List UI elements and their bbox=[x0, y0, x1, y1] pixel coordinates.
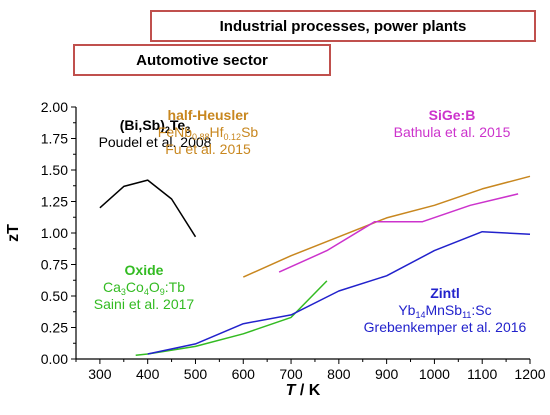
sige-title: SiGe:B bbox=[428, 107, 476, 123]
x-tick-label: 400 bbox=[136, 366, 160, 382]
zintl-title: Zintl bbox=[430, 285, 460, 301]
automotive-header-label: Automotive sector bbox=[136, 51, 268, 69]
y-tick-label: 1.25 bbox=[41, 194, 68, 210]
y-tick-label: 0.00 bbox=[41, 351, 68, 367]
oxide-source: Saini et al. 2017 bbox=[93, 296, 195, 312]
series-line-yb14mnsb11-sc bbox=[147, 230, 531, 355]
zintl-source: Grebenkemper et al. 2016 bbox=[363, 319, 527, 335]
zintl-formula: Yb14MnSb11:Sc bbox=[398, 302, 492, 320]
y-tick-label: 0.75 bbox=[41, 257, 68, 273]
annotation-bisbte: (Bi,Sb)2Te3 Poudel et al. 2008 bbox=[80, 117, 230, 151]
heusler-title: half-Heusler bbox=[167, 107, 249, 123]
heusler-source: Fu et al. 2015 bbox=[165, 141, 251, 157]
x-tick-label: 1100 bbox=[467, 366, 497, 382]
x-tick-label: 700 bbox=[279, 366, 303, 382]
y-tick-label: 1.75 bbox=[41, 131, 68, 147]
annotation-heusler: half-Heusler FeNb0.88Hf0.12Sb Fu et al. … bbox=[118, 107, 298, 158]
x-tick-label: 1000 bbox=[419, 366, 450, 382]
heusler-formula: FeNb0.88Hf0.12Sb bbox=[157, 124, 259, 142]
series-line-sige-b bbox=[278, 193, 519, 273]
y-tick-label: 1.50 bbox=[41, 162, 68, 178]
x-tick-label: 500 bbox=[184, 366, 208, 382]
y-tick-label: 2.00 bbox=[41, 99, 68, 115]
annotation-oxide: Oxide Ca3Co4O9:Tb Saini et al. 2017 bbox=[80, 262, 208, 313]
x-tick-label: 1200 bbox=[514, 366, 545, 382]
x-tick-label: 300 bbox=[88, 366, 112, 382]
automotive-header-box: Automotive sector bbox=[73, 44, 331, 76]
y-tick-label: 0.50 bbox=[41, 288, 68, 304]
y-axis-label: zT bbox=[5, 224, 22, 242]
series-line-fenb0-88hf0-12sb bbox=[242, 175, 531, 278]
x-tick-label: 600 bbox=[232, 366, 256, 382]
y-tick-label: 0.25 bbox=[41, 320, 68, 336]
industrial-header-label: Industrial processes, power plants bbox=[219, 17, 467, 35]
x-tick-label: 900 bbox=[375, 366, 399, 382]
bisbte-source: Poudel et al. 2008 bbox=[98, 134, 212, 150]
annotation-sige: SiGe:B Bathula et al. 2015 bbox=[372, 107, 532, 141]
industrial-header-box: Industrial processes, power plants bbox=[150, 10, 536, 42]
x-axis-label: T / K bbox=[286, 382, 321, 399]
annotation-zintl: Zintl Yb14MnSb11:Sc Grebenkemper et al. … bbox=[350, 285, 540, 336]
x-tick-label: 800 bbox=[327, 366, 351, 382]
sige-source: Bathula et al. 2015 bbox=[393, 124, 511, 140]
y-tick-label: 1.00 bbox=[41, 225, 68, 241]
oxide-title: Oxide bbox=[124, 262, 164, 278]
oxide-formula: Ca3Co4O9:Tb bbox=[103, 279, 185, 297]
series-line-bi-sb-2te3 bbox=[99, 179, 197, 238]
bisbte-title: (Bi,Sb)2Te3 bbox=[119, 117, 191, 135]
